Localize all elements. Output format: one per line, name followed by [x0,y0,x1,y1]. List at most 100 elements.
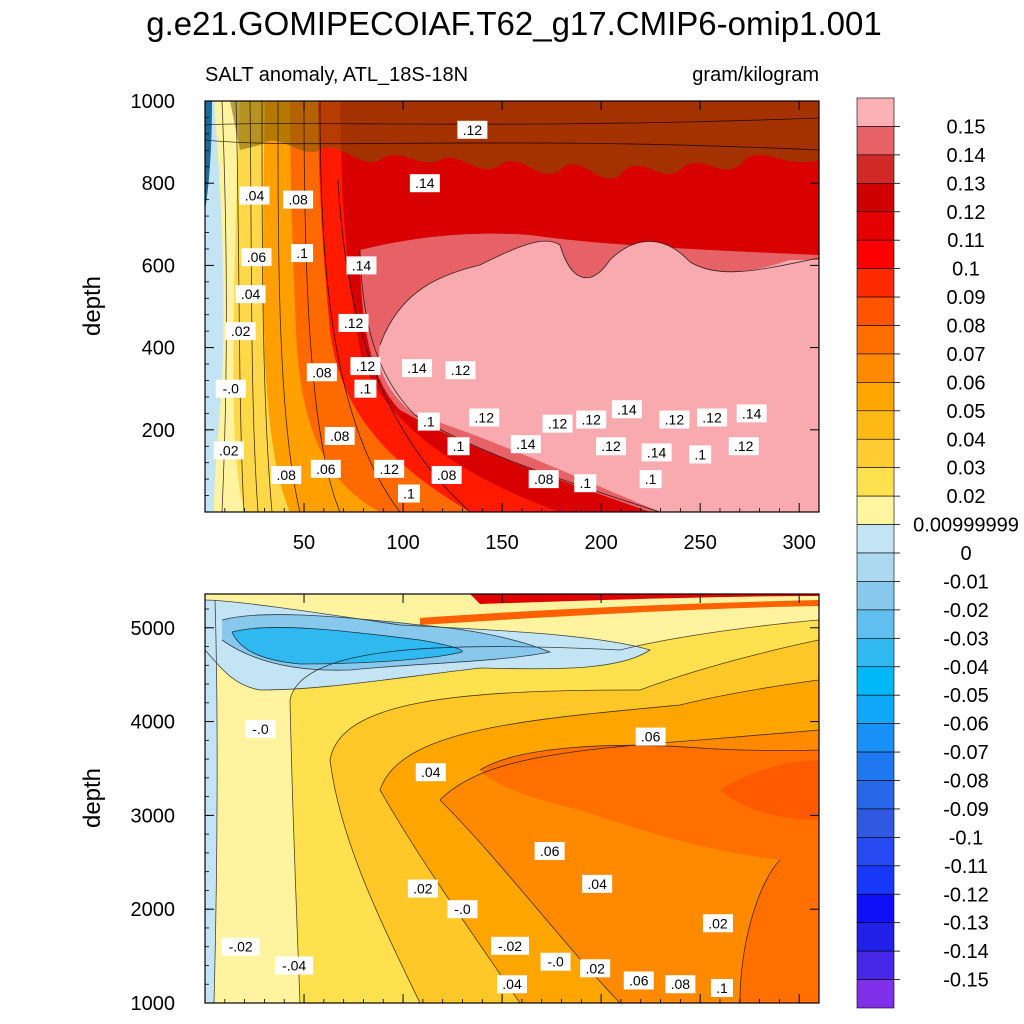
colorbar-label: -0.12 [943,884,989,906]
contour-label-box [283,190,314,209]
contour-label-box [689,445,712,464]
colorbar-box [856,325,895,355]
contour-label: .1 [398,484,421,503]
x-tick-label: 300 [783,532,816,554]
contour-label-text: .04 [587,876,607,892]
lower-panel: depth 1000 2000 3000 4000 5000 .04 .06 .08 .1 -.… [79,593,820,1015]
y-tick-label: 2000 [131,899,176,921]
contour-label: .12 [576,410,607,429]
contour-label: .14 [401,359,432,378]
colorbar-label: 0.1 [952,259,980,281]
contour-label-text: -.0 [454,901,471,917]
contour-label: .14 [611,400,642,419]
contour-label: .04 [235,285,266,304]
colorbar-box [856,495,895,525]
upper-surface-band [205,101,819,179]
colorbar-label: -0.07 [943,742,989,764]
lower-y-axis-label: depth [79,768,106,828]
y-tick-label: 4000 [131,712,176,734]
contour-label-box [697,408,728,427]
contour-label-box [447,437,470,456]
contour-label: -.0 [215,379,246,398]
contour-label-text: .12 [356,358,376,374]
colorbar-label: 0.04 [947,429,986,451]
colorbar-box [856,893,895,923]
contour-label-text: .12 [451,362,471,378]
y-tick-label: 600 [142,255,175,277]
contour-label: .14 [510,435,541,454]
contour-label: .1 [447,437,470,456]
contour-label: .08 [324,426,355,445]
colorbar-label: -0.09 [943,799,989,821]
contour-label-text: .12 [581,412,601,428]
colorbar-label: -0.04 [943,657,989,679]
contour-label-box [407,879,438,898]
y-tick-label: 200 [142,420,175,442]
contour-label: .04 [239,186,270,205]
contour-label: .02 [225,322,256,341]
y-tick-label: 1000 [131,91,176,113]
contour-label-box [635,727,666,746]
contour-label-text: .12 [463,122,483,138]
contour-label-box [271,466,302,485]
contour-label-box [374,459,405,478]
colorbar-label: -0.1 [949,827,983,849]
contour-label-text: .08 [276,467,296,483]
contour-label-box [291,244,314,263]
colorbar-label: 0.07 [947,344,986,366]
contour-label-text: -.04 [282,957,306,973]
contour-label-text: .14 [516,436,536,452]
contour-label-text: .06 [629,972,649,988]
contour-label-text: .04 [241,286,261,302]
contour-label-text: .12 [665,412,685,428]
contour-label-box [534,842,565,861]
colorbar-box [856,239,895,269]
colorbar-boxes [856,97,895,1009]
contour-label-box [350,357,381,376]
colorbar-label: -0.01 [943,571,989,593]
contour-label: -.0 [447,900,478,919]
contour-label: .12 [350,357,381,376]
contour-label-box [510,435,541,454]
contour-label-text: .1 [403,486,415,502]
colorbar-labels: 0.15 0.14 0.13 0.12 0.11 0.1 0.09 0.08 0.07 0.06 0… [894,116,1019,992]
contour-label-box [235,285,266,304]
lower-axes: 1000 2000 3000 4000 5000 [131,594,820,1015]
contour-label-box [736,404,767,423]
colorbar-label: 0.15 [947,116,986,138]
contour-label: .14 [736,404,767,423]
colorbar-label: 0.11 [947,230,984,252]
colorbar-label: 0.00999999 [913,515,1019,537]
upper-pink-core [379,241,819,512]
contour-label-text: .1 [423,414,435,430]
contour-label: -.02 [221,937,260,956]
upper-panel: depth 50 100 150 200 250 3002004006008001000 … [79,91,820,554]
contour-label-text: .04 [245,188,265,204]
contour-label-box [702,914,733,933]
contour-label: .02 [407,879,438,898]
colorbar-label: 0.09 [947,287,986,309]
colorbar: 0.15 0.14 0.13 0.12 0.11 0.1 0.09 0.08 0.07 0.06 0… [856,97,1019,1009]
contour-label: .14 [641,443,672,462]
contour-label-box [469,408,500,427]
colorbar-label: -0.06 [943,714,989,736]
contour-label: -.0 [245,720,276,739]
contour-label: .12 [542,414,573,433]
contour-label-text: .02 [413,881,433,897]
contour-label: .1 [689,445,712,464]
contour-label-text: .12 [344,315,364,331]
contour-label-text: .12 [702,409,722,425]
contour-label-box [241,248,272,267]
contour-label-box [415,763,446,782]
colorbar-label: 0.08 [947,316,986,338]
contour-label: .06 [310,459,341,478]
contour-label-box [641,443,672,462]
contour-label-box [710,978,733,997]
contour-label-box [497,975,527,994]
contour-label: .12 [457,120,488,139]
contour-label-text: .1 [296,245,308,261]
x-tick-label: 200 [584,532,617,554]
lower-surface-orange-band [420,600,819,625]
lower-surface-red-band [470,594,819,604]
colorbar-box [856,296,895,326]
